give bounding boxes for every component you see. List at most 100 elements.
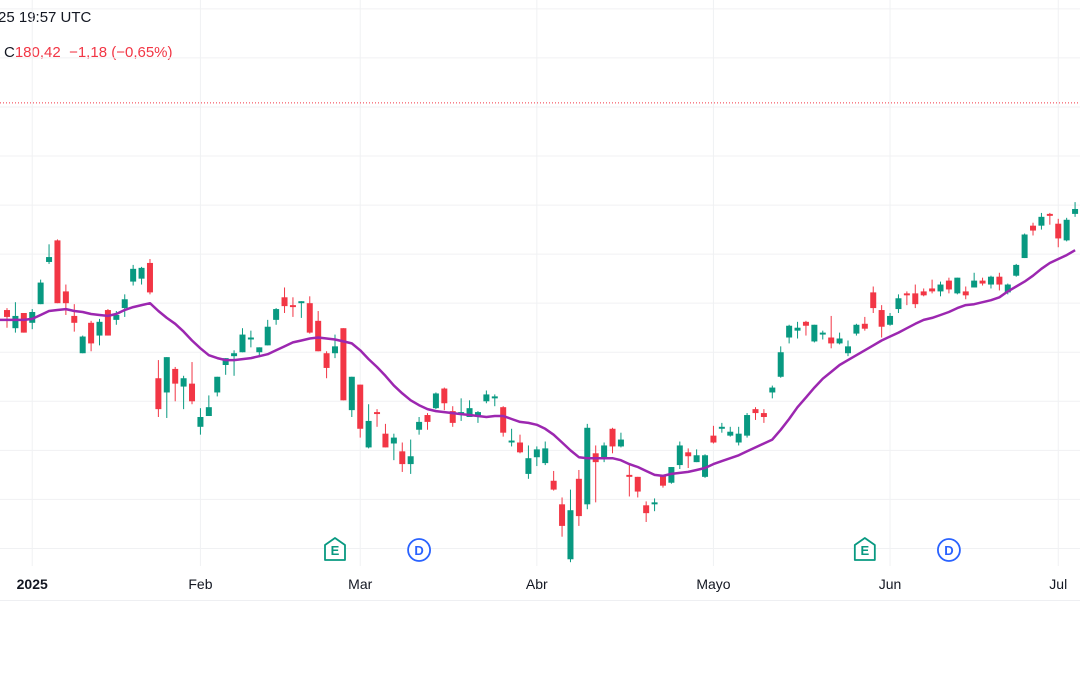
candle-down <box>592 445 599 503</box>
candle-body <box>735 433 742 443</box>
candle-up <box>769 385 776 399</box>
dividend-icon[interactable]: D <box>937 538 961 562</box>
candle-body <box>508 440 515 443</box>
candle-body <box>550 480 557 490</box>
candle-up <box>718 422 725 433</box>
candle-body <box>365 420 372 448</box>
candle-body <box>146 262 153 293</box>
candle-body <box>12 315 19 329</box>
candle-body <box>306 303 313 333</box>
candle-down <box>189 362 196 405</box>
candle-body <box>331 346 338 354</box>
candle-down <box>382 423 389 448</box>
candle-up <box>744 413 751 438</box>
candle-body <box>222 358 229 365</box>
candle-body <box>88 322 95 344</box>
candle-body <box>138 267 145 279</box>
candle-body <box>895 298 902 310</box>
candle-down <box>559 497 566 537</box>
candle-up <box>819 330 826 340</box>
candle-up <box>508 428 515 447</box>
candle-up <box>1072 202 1079 217</box>
candle-down <box>441 387 448 411</box>
candle-body <box>130 268 137 282</box>
candle-down <box>1055 218 1062 248</box>
candle-down <box>929 279 936 294</box>
x-tick-label: Feb <box>188 576 213 592</box>
candle-down <box>752 407 759 420</box>
candle-up <box>651 498 658 512</box>
candle-body <box>710 435 717 443</box>
candle-body <box>37 282 44 305</box>
candle-up <box>197 408 204 435</box>
candle-body <box>500 407 507 433</box>
candle-up <box>273 308 280 325</box>
candle-body <box>357 384 364 429</box>
event-marker-label: E <box>860 543 869 558</box>
candle-body <box>483 394 490 402</box>
candle-body <box>945 280 952 290</box>
candle-body <box>971 280 978 288</box>
candle-down <box>289 297 296 317</box>
candle-body <box>929 288 936 292</box>
candle-up <box>205 395 212 417</box>
candle-body <box>231 353 238 357</box>
candle-down <box>20 312 27 333</box>
candle-body <box>559 504 566 526</box>
candle-down <box>634 476 641 498</box>
candle-body <box>172 368 179 384</box>
earnings-icon[interactable]: E <box>853 537 876 561</box>
candle-up <box>895 294 902 313</box>
candle-down <box>962 286 969 300</box>
candle-body <box>424 415 431 422</box>
candle-down <box>500 406 507 437</box>
candle-body <box>685 452 692 457</box>
candle-body <box>584 427 591 505</box>
candle-up <box>163 357 170 418</box>
candle-body <box>533 449 540 458</box>
candle-body <box>836 338 843 344</box>
moving-average-layer <box>0 249 1076 478</box>
candle-down <box>912 284 919 309</box>
candle-body <box>121 299 128 309</box>
candle-up <box>121 294 128 317</box>
candle-body <box>609 428 616 447</box>
candle-up <box>491 394 498 407</box>
candle-body <box>828 337 835 344</box>
dividend-icon[interactable]: D <box>407 538 431 562</box>
grid <box>0 0 1080 566</box>
candle-body <box>79 336 86 354</box>
candle-down <box>315 311 322 352</box>
earnings-icon[interactable]: E <box>324 537 346 561</box>
candle-body <box>920 291 927 296</box>
candle-body <box>1072 208 1079 214</box>
candle-body <box>54 240 61 304</box>
candle-body <box>760 413 767 417</box>
candle-up <box>130 264 137 286</box>
candle-body <box>693 455 700 463</box>
candle-up <box>567 489 574 563</box>
candle-body <box>878 310 885 327</box>
candle-body <box>1030 225 1037 231</box>
candle-down <box>760 409 767 423</box>
candle-body <box>517 442 524 453</box>
candle-up <box>836 332 843 345</box>
candle-up <box>786 324 793 344</box>
candle-body <box>937 284 944 292</box>
candle-body <box>962 291 969 296</box>
candle-body <box>659 475 666 486</box>
candle-down <box>643 501 650 522</box>
candle-body <box>870 292 877 309</box>
candle-body <box>542 448 549 464</box>
header-timestamp: 25 19:57 UTC <box>0 9 92 26</box>
candle-up <box>937 281 944 297</box>
candle-body <box>256 347 263 353</box>
candle-body <box>289 305 296 308</box>
candle-down <box>4 308 10 328</box>
candle-up <box>584 423 591 510</box>
candle-body <box>1063 219 1070 241</box>
candle-up <box>542 441 549 466</box>
candle-up <box>483 390 490 404</box>
